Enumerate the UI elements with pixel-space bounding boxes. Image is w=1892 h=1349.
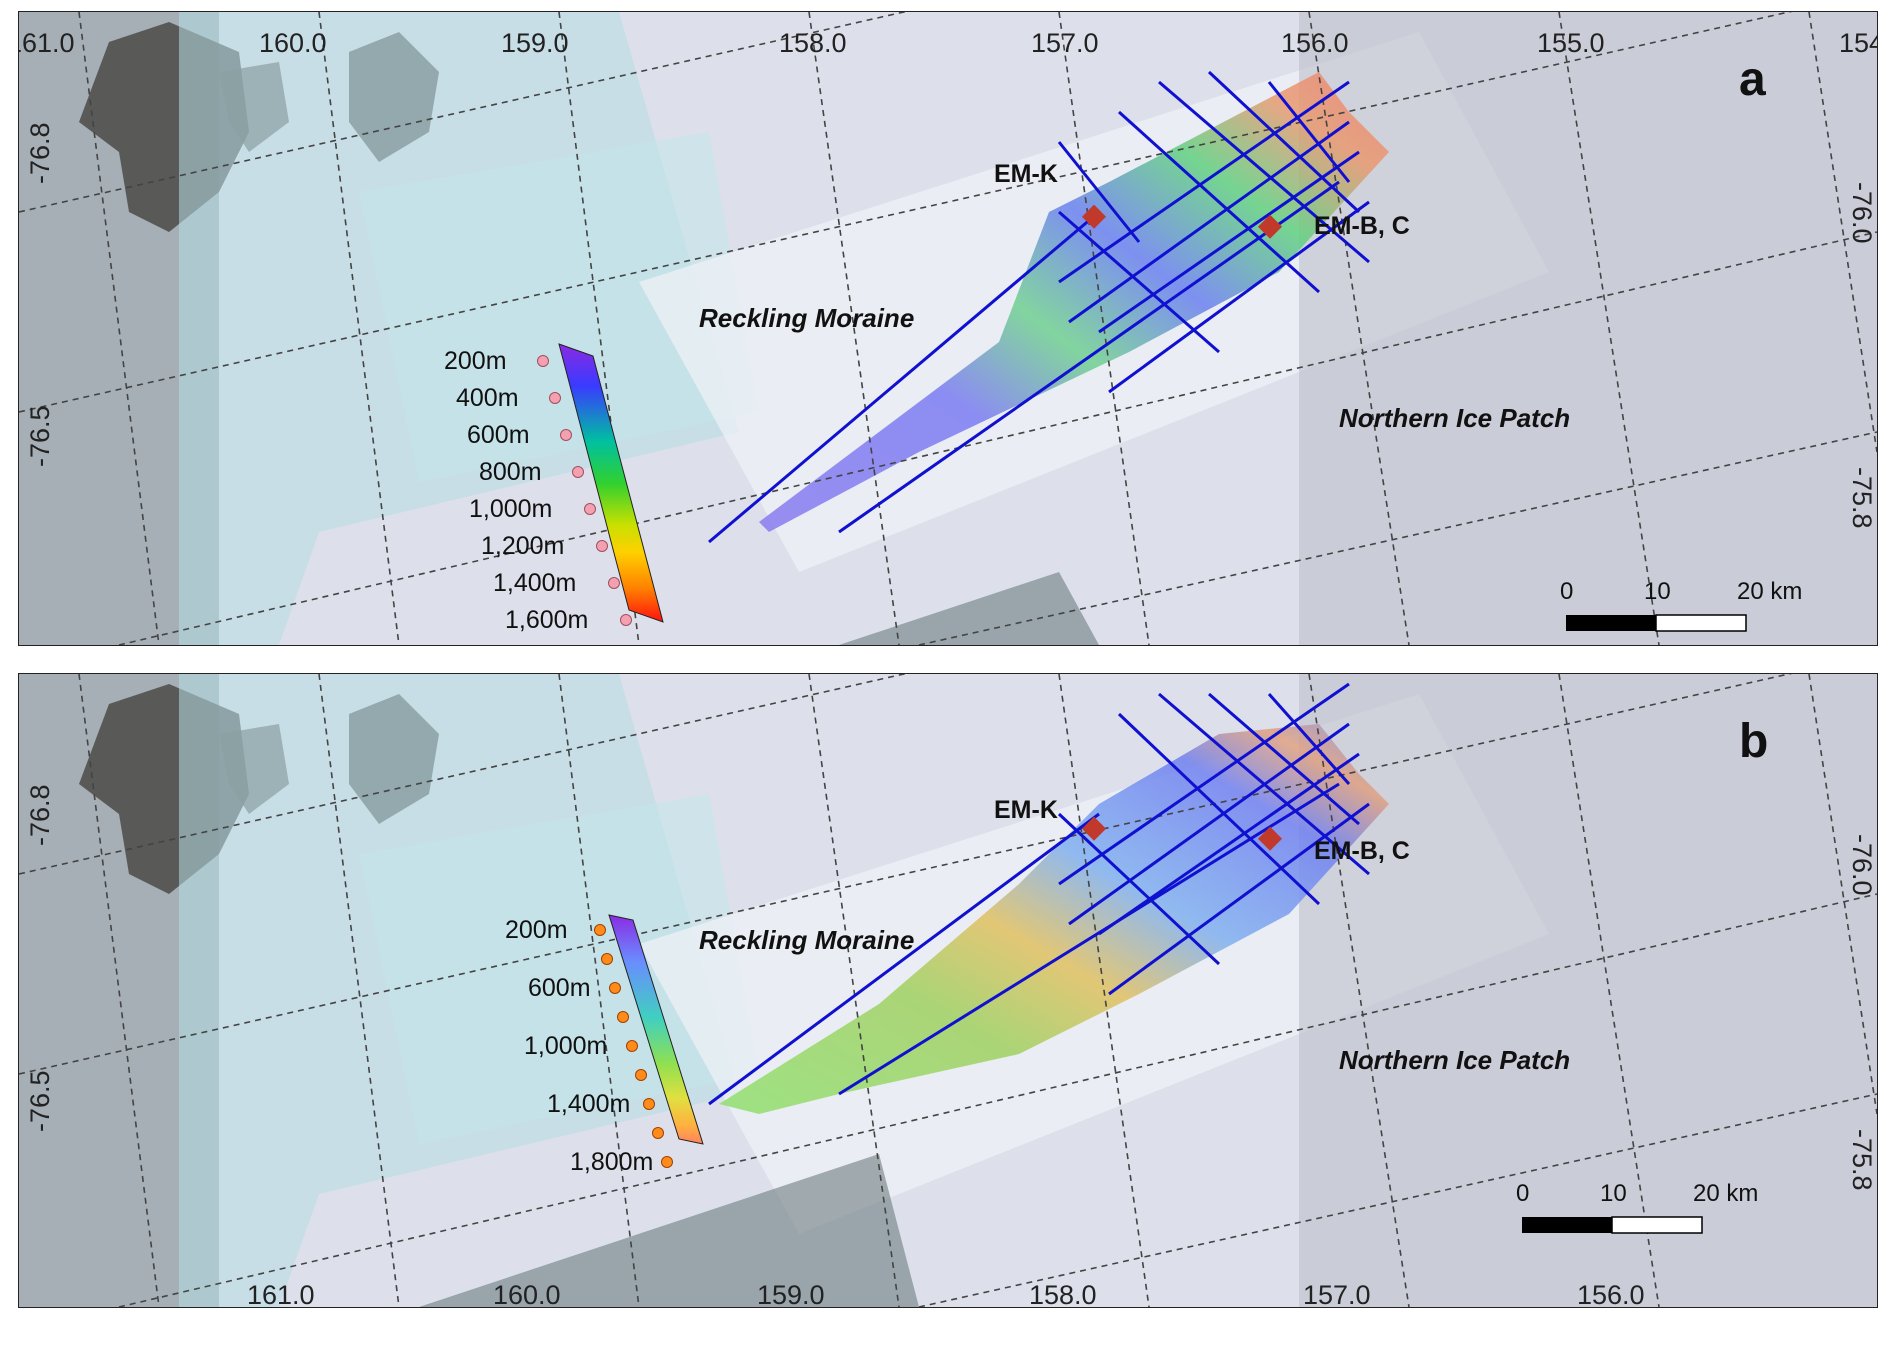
legend-label: 400m [456,384,519,412]
legend-label: 1,400m [547,1090,631,1118]
bottom-tick: 160.0 [493,1280,561,1308]
bed-elevation-surface [719,724,1389,1114]
legend-label: 1,000m [524,1032,608,1060]
scale-label: 0 [1516,1180,1530,1207]
bottom-tick: 157.0 [1303,1280,1371,1308]
scale-label: 20 km [1737,578,1803,605]
legend-label: 1,000m [469,495,553,523]
legend-dot [537,355,549,367]
legend-label: 1,400m [493,569,577,597]
scale-bar-black [1522,1217,1612,1233]
right-tick: -75.8 [1847,467,1877,529]
scale-bar-black [1566,615,1656,631]
scale-bar-white [1655,614,1747,632]
site-marker-em-bc [1257,214,1283,239]
site-label-em-k: EM-K [994,160,1058,188]
bottom-tick: 159.0 [757,1280,825,1308]
legend-label: 800m [479,458,542,486]
top-tick: 157.0 [1031,28,1099,58]
legend-label: 1,200m [481,532,565,560]
top-tick: 160.0 [259,28,327,58]
legend-dot [584,503,596,515]
place-label-reckling-moraine: Reckling Moraine [699,925,915,955]
legend-label: 200m [444,347,507,375]
site-marker-em-bc [1257,826,1283,851]
legend-dot [560,429,572,441]
scale-bar-white [1611,1216,1703,1234]
map-panel-a: 161.0 160.0 159.0 158.0 157.0 156.0 155.… [18,11,1878,646]
place-label-northern-ice-patch: Northern Ice Patch [1339,1045,1571,1075]
legend-dot [652,1127,664,1139]
site-label-em-bc: EM-B, C [1314,212,1410,240]
bed-elevation-surface [759,72,1389,532]
map-canvas-a [19,12,1877,645]
bottom-tick: 156.0 [1577,1280,1645,1308]
left-tick: -76.8 [25,784,55,846]
right-tick: -75.8 [1847,1129,1877,1191]
top-tick: 154 [1839,28,1877,58]
dark-tile [839,572,1099,645]
scale-label: 20 km [1693,1180,1759,1207]
ice-tile [359,132,759,482]
legend-dot [643,1098,655,1110]
legend-label: 600m [467,421,530,449]
scale-label: 10 [1644,578,1671,605]
top-tick: 156.0 [1281,28,1349,58]
legend-dot [572,466,584,478]
legend-bar-a [558,343,664,623]
scale-label: 0 [1560,578,1574,605]
legend-dot [594,924,606,936]
legend-label: 600m [528,974,591,1002]
flight-lines [708,70,1370,544]
graticule [19,674,1877,1307]
place-label-reckling-moraine: Reckling Moraine [699,303,915,333]
legend-dot [609,982,621,994]
legend-label: 1,800m [570,1148,654,1176]
legend-dot [596,540,608,552]
panel-letter: a [1739,53,1766,106]
top-tick: 161.0 [19,28,75,58]
site-label-em-bc: EM-B, C [1314,837,1410,865]
map-canvas-b [19,674,1877,1307]
legend-dot [626,1040,638,1052]
left-tick: -76.5 [25,1070,55,1132]
legend-dot [661,1156,673,1168]
left-tick: -76.5 [25,405,55,467]
top-tick: 158.0 [779,28,847,58]
grey-tile [1299,674,1877,1307]
dark-tile [419,1154,919,1307]
site-marker-em-k [1081,816,1107,841]
panel-letter: b [1739,715,1769,768]
left-tick: -76.8 [25,122,55,184]
legend-dot [620,614,632,626]
right-tick: -76.0 [1847,182,1877,244]
top-tick: 155.0 [1537,28,1605,58]
grey-tile [1299,12,1877,645]
right-tick: -76.0 [1847,834,1877,896]
bottom-tick: 158.0 [1029,1280,1097,1308]
place-label-northern-ice-patch: Northern Ice Patch [1339,403,1571,433]
legend-dot [601,953,613,965]
legend-label: 200m [505,916,568,944]
legend-dot [617,1011,629,1023]
site-label-em-k: EM-K [994,796,1058,824]
legend-dot [635,1069,647,1081]
top-tick: 159.0 [501,28,569,58]
legend-dot [608,577,620,589]
flight-lines [708,682,1370,1106]
legend-label: 1,600m [505,606,589,634]
scale-label: 10 [1600,1180,1627,1207]
bottom-tick: 161.0 [247,1280,315,1308]
legend-dot [549,392,561,404]
site-marker-em-k [1081,204,1107,229]
map-panel-b: 161.0 160.0 159.0 158.0 157.0 156.0 -76.… [18,673,1878,1308]
legend-bar-b [608,914,704,1145]
